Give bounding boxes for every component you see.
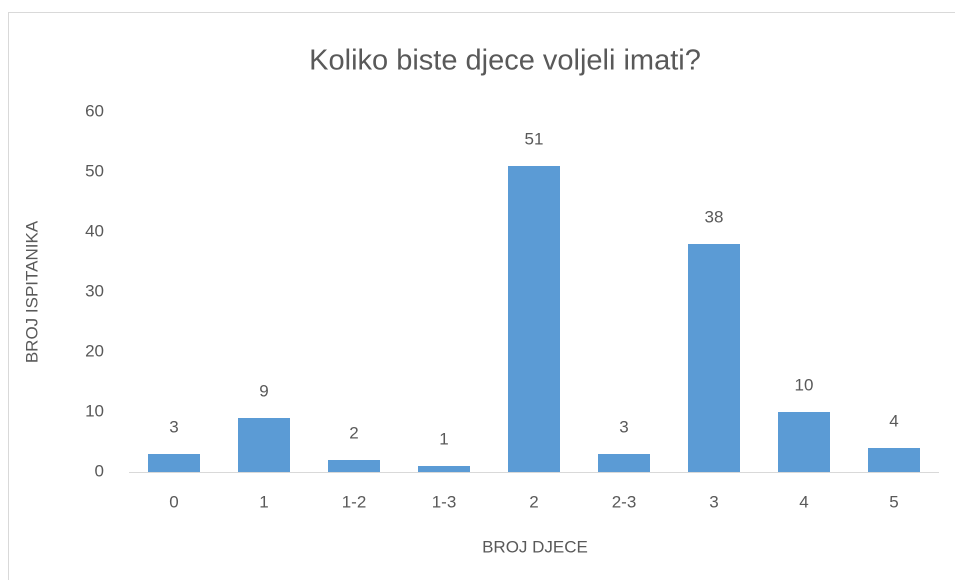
- bar: [868, 448, 920, 472]
- x-tick-label: 1-2: [342, 492, 367, 511]
- data-label: 10: [795, 375, 814, 394]
- y-tick-label: 20: [85, 341, 104, 360]
- data-label: 51: [525, 129, 544, 148]
- y-tick-label: 0: [95, 461, 104, 480]
- x-tick-label: 1-3: [432, 492, 457, 511]
- y-tick-label: 10: [85, 401, 104, 420]
- data-label: 3: [619, 417, 628, 436]
- x-axis-title: BROJ DJECE: [482, 537, 588, 556]
- bar: [148, 454, 200, 472]
- bar: [328, 460, 380, 472]
- data-label: 4: [889, 411, 898, 430]
- y-tick-label: 50: [85, 161, 104, 180]
- x-tick-label: 4: [799, 492, 808, 511]
- bar: [688, 244, 740, 472]
- data-label: 3: [169, 417, 178, 436]
- y-tick-label: 60: [85, 101, 104, 120]
- bar: [778, 412, 830, 472]
- y-tick-label: 30: [85, 281, 104, 300]
- bar: [238, 418, 290, 472]
- x-tick-label: 2-3: [612, 492, 637, 511]
- chart-border: [8, 12, 955, 580]
- bar: [508, 166, 560, 472]
- y-axis-title: BROJ ISPITANIKA: [22, 220, 41, 363]
- x-tick-label: 1: [259, 492, 268, 511]
- x-tick-label: 2: [529, 492, 538, 511]
- chart-title: Koliko biste djece voljeli imati?: [309, 45, 701, 77]
- data-label: 1: [439, 429, 448, 448]
- y-tick-label: 40: [85, 221, 104, 240]
- data-label: 38: [705, 207, 724, 226]
- x-tick-label: 3: [709, 492, 718, 511]
- bar: [598, 454, 650, 472]
- data-label: 2: [349, 423, 358, 442]
- data-label: 9: [259, 381, 268, 400]
- x-tick-label: 5: [889, 492, 898, 511]
- x-tick-label: 0: [169, 492, 178, 511]
- bar: [418, 466, 470, 472]
